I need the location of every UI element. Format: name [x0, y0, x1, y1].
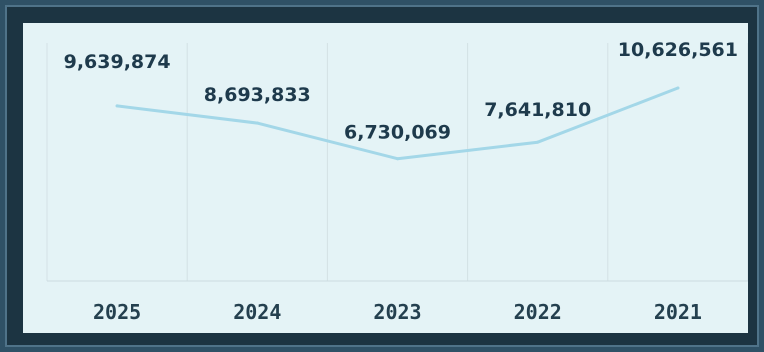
data-labels: 9,639,874 8,693,833 6,730,069 7,641,810 10,6… — [64, 39, 738, 144]
data-label-2022: 7,641,810 — [484, 99, 591, 121]
data-point-2025 — [115, 104, 119, 108]
x-tick-2021: 2021 — [654, 300, 702, 324]
x-tick-2024: 2024 — [233, 300, 281, 324]
data-label-2024: 8,693,833 — [204, 84, 311, 106]
x-tick-2025: 2025 — [93, 300, 141, 324]
data-point-2022 — [536, 140, 540, 144]
line-chart: 9,639,874 8,693,833 6,730,069 7,641,810 10,6… — [46, 39, 748, 324]
x-tick-2022: 2022 — [514, 300, 562, 324]
gridlines — [46, 43, 748, 282]
data-point-2024 — [255, 121, 259, 125]
chart-frame: 9,639,874 8,693,833 6,730,069 7,641,810 10,6… — [5, 5, 759, 347]
data-label-2023: 6,730,069 — [344, 122, 451, 144]
chart-panel: 9,639,874 8,693,833 6,730,069 7,641,810 10,6… — [23, 23, 748, 333]
data-label-2025: 9,639,874 — [64, 51, 171, 73]
data-label-2021: 10,626,561 — [618, 39, 738, 61]
data-point-2023 — [396, 157, 399, 161]
x-axis-ticks: 2025 2024 2023 2022 2021 — [93, 300, 702, 324]
data-point-2021 — [676, 86, 680, 90]
x-tick-2023: 2023 — [373, 300, 421, 324]
series-layer — [115, 86, 680, 161]
